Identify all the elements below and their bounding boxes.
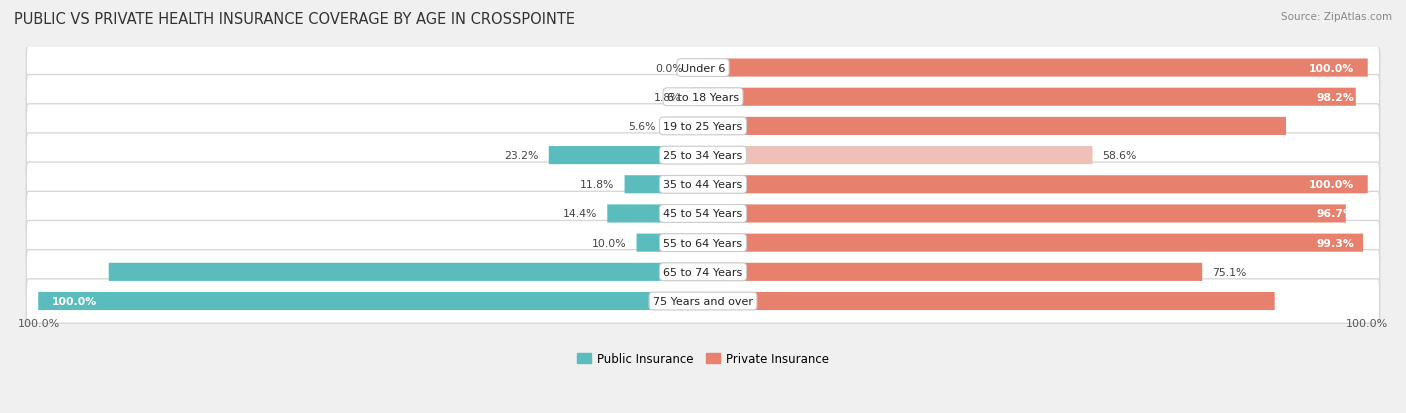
Text: 98.2%: 98.2% xyxy=(1316,93,1354,102)
FancyBboxPatch shape xyxy=(703,118,1286,135)
FancyBboxPatch shape xyxy=(703,205,1346,223)
FancyBboxPatch shape xyxy=(27,279,1379,323)
FancyBboxPatch shape xyxy=(607,205,703,223)
FancyBboxPatch shape xyxy=(38,292,703,310)
Text: 100.0%: 100.0% xyxy=(52,296,97,306)
Text: 100.0%: 100.0% xyxy=(1309,63,1354,74)
FancyBboxPatch shape xyxy=(27,133,1379,178)
FancyBboxPatch shape xyxy=(703,292,1275,310)
Text: 58.6%: 58.6% xyxy=(1102,151,1137,161)
Text: 45 to 54 Years: 45 to 54 Years xyxy=(664,209,742,219)
Text: PUBLIC VS PRIVATE HEALTH INSURANCE COVERAGE BY AGE IN CROSSPOINTE: PUBLIC VS PRIVATE HEALTH INSURANCE COVER… xyxy=(14,12,575,27)
Text: 23.2%: 23.2% xyxy=(505,151,538,161)
FancyBboxPatch shape xyxy=(703,176,1368,194)
FancyBboxPatch shape xyxy=(690,88,703,107)
FancyBboxPatch shape xyxy=(703,88,1355,107)
Text: 19 to 25 Years: 19 to 25 Years xyxy=(664,121,742,132)
Text: Under 6: Under 6 xyxy=(681,63,725,74)
Text: 100.0%: 100.0% xyxy=(1346,318,1388,328)
Text: 25 to 34 Years: 25 to 34 Years xyxy=(664,151,742,161)
FancyBboxPatch shape xyxy=(703,59,1368,77)
Text: 11.8%: 11.8% xyxy=(581,180,614,190)
FancyBboxPatch shape xyxy=(27,46,1379,90)
Text: 87.7%: 87.7% xyxy=(1316,121,1354,132)
FancyBboxPatch shape xyxy=(27,250,1379,294)
FancyBboxPatch shape xyxy=(27,163,1379,207)
Text: 35 to 44 Years: 35 to 44 Years xyxy=(664,180,742,190)
Legend: Public Insurance, Private Insurance: Public Insurance, Private Insurance xyxy=(572,348,834,370)
FancyBboxPatch shape xyxy=(27,221,1379,265)
FancyBboxPatch shape xyxy=(108,263,703,281)
FancyBboxPatch shape xyxy=(624,176,703,194)
FancyBboxPatch shape xyxy=(703,147,1092,165)
FancyBboxPatch shape xyxy=(666,118,703,135)
Text: 6 to 18 Years: 6 to 18 Years xyxy=(666,93,740,102)
Text: 55 to 64 Years: 55 to 64 Years xyxy=(664,238,742,248)
Text: 89.4%: 89.4% xyxy=(52,267,90,277)
Text: 1.8%: 1.8% xyxy=(654,93,681,102)
Text: 96.7%: 96.7% xyxy=(1316,209,1354,219)
Text: 86.0%: 86.0% xyxy=(1316,296,1354,306)
Text: 99.3%: 99.3% xyxy=(1316,238,1354,248)
Text: 100.0%: 100.0% xyxy=(1309,180,1354,190)
FancyBboxPatch shape xyxy=(703,263,1202,281)
FancyBboxPatch shape xyxy=(637,234,703,252)
Text: 0.0%: 0.0% xyxy=(655,63,683,74)
FancyBboxPatch shape xyxy=(27,192,1379,236)
Text: 100.0%: 100.0% xyxy=(18,318,60,328)
Text: Source: ZipAtlas.com: Source: ZipAtlas.com xyxy=(1281,12,1392,22)
FancyBboxPatch shape xyxy=(703,234,1362,252)
Text: 14.4%: 14.4% xyxy=(562,209,598,219)
Text: 75.1%: 75.1% xyxy=(1212,267,1247,277)
Text: 65 to 74 Years: 65 to 74 Years xyxy=(664,267,742,277)
FancyBboxPatch shape xyxy=(27,104,1379,149)
FancyBboxPatch shape xyxy=(27,75,1379,120)
Text: 10.0%: 10.0% xyxy=(592,238,627,248)
Text: 5.6%: 5.6% xyxy=(628,121,655,132)
FancyBboxPatch shape xyxy=(548,147,703,165)
Text: 75 Years and over: 75 Years and over xyxy=(652,296,754,306)
